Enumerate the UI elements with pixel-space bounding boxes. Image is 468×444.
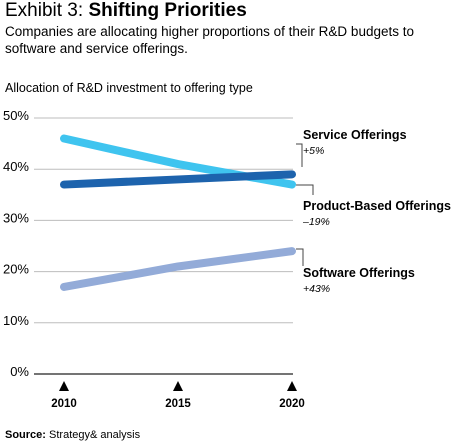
x-axis: 2010 2015 2020	[51, 381, 305, 410]
x-tick-marker	[59, 381, 69, 391]
leader-line	[296, 184, 314, 195]
gridlines	[34, 117, 293, 375]
y-tick-label: 40%	[3, 159, 29, 174]
series-line-software-offerings	[60, 247, 296, 291]
x-tick-label: 2020	[279, 398, 305, 410]
x-tick-label: 2015	[165, 398, 191, 410]
source-note: Source: Strategy& analysis	[5, 428, 140, 442]
exhibit-label: Exhibit 3:	[5, 0, 84, 21]
leader-line	[296, 248, 304, 266]
exhibit-title: Shifting Priorities	[88, 0, 247, 21]
y-tick-label: 30%	[3, 210, 29, 225]
leader-line	[296, 143, 303, 167]
y-tick-label: 0%	[10, 364, 29, 379]
series-line-product-based-offerings	[60, 170, 296, 189]
series-change-label: +43%	[303, 283, 330, 295]
x-tick-label: 2010	[51, 398, 77, 410]
y-tick-label: 20%	[3, 262, 29, 277]
y-axis-tick-labels: 0% 10% 20% 30% 40% 50%	[3, 108, 29, 379]
series-label: Service Offerings	[303, 128, 407, 142]
series-lines	[60, 134, 296, 291]
series-change-label: +5%	[303, 145, 324, 157]
y-tick-label: 10%	[3, 313, 29, 328]
y-tick-label: 50%	[3, 108, 29, 123]
series-labels: Service Offerings +5% Product-Based Offeri…	[296, 128, 451, 295]
chart-subtitle: Companies are allocating higher proporti…	[5, 24, 414, 56]
series-label: Product-Based Offerings	[303, 199, 451, 213]
chart-caption: Allocation of R&D investment to offering…	[5, 81, 253, 95]
series-change-label: –19%	[302, 216, 330, 228]
source-text: Strategy& analysis	[49, 429, 141, 441]
series-label: Software Offerings	[303, 266, 415, 280]
chart-title: Exhibit 3: Shifting Priorities	[5, 0, 247, 22]
x-tick-marker	[173, 381, 183, 391]
source-label: Source:	[5, 429, 46, 441]
x-tick-marker	[287, 381, 297, 391]
